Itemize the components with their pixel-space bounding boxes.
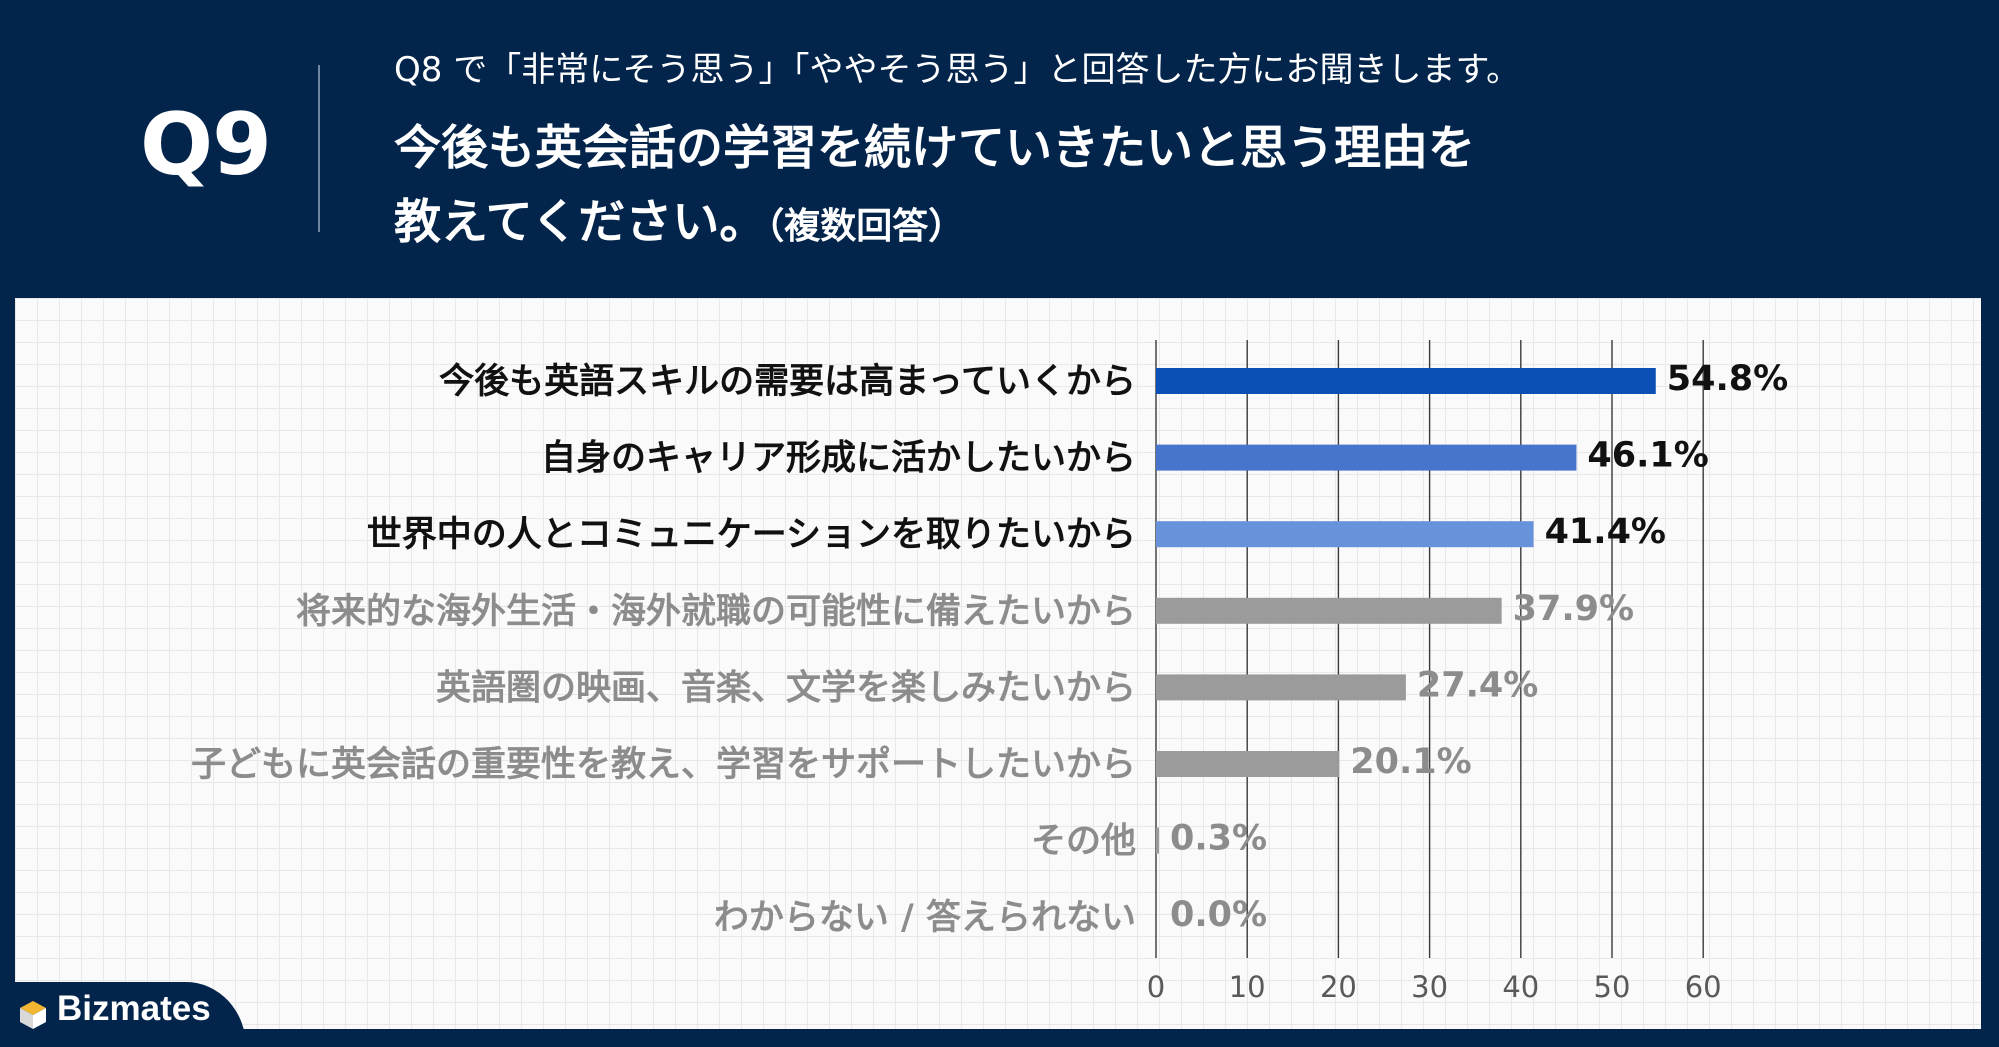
category-label: 世界中の人とコミュニケーションを取りたいから bbox=[367, 515, 1136, 555]
value-label: 37.9% bbox=[1513, 589, 1634, 629]
brand-logo: Bizmates bbox=[0, 982, 246, 1047]
question-title-main: 教えてください。 bbox=[394, 195, 767, 250]
category-label: 今後も英語スキルの需要は高まっていくから bbox=[439, 362, 1136, 402]
x-tick-label: 50 bbox=[1594, 970, 1631, 1004]
category-label: わからない / 答えられない bbox=[714, 898, 1136, 938]
header-divider bbox=[318, 65, 320, 232]
x-tick-label: 20 bbox=[1320, 970, 1357, 1004]
x-tick-label: 40 bbox=[1502, 970, 1539, 1004]
bar bbox=[1156, 368, 1656, 394]
bar bbox=[1156, 674, 1406, 701]
chart-panel: 0 10 20 30 40 50 60 今後も英語スキルの需要は高まっていくから 54.8% 自身… bbox=[15, 298, 1981, 1029]
question-title-line-1: 今後も英会話の学習を続けていきたいと思う理由を bbox=[394, 121, 1475, 176]
category-label: 自身のキャリア形成に活かしたいから bbox=[541, 439, 1136, 479]
question-number: Q9 bbox=[140, 95, 272, 195]
brand-name: Bizmates bbox=[57, 989, 211, 1028]
bar bbox=[1156, 597, 1502, 624]
question-title-note: （複数回答） bbox=[766, 206, 965, 247]
header: Q9 Q8 で「非常にそう思う」「ややそう思う」と回答した方にお聞きします。 今… bbox=[0, 0, 1999, 298]
bar-chart: 0 10 20 30 40 50 60 今後も英語スキルの需要は高まっていくから 54.8% 自身… bbox=[191, 340, 1788, 1004]
x-tick-label: 10 bbox=[1229, 970, 1266, 1004]
value-label: 54.8% bbox=[1667, 359, 1788, 399]
x-tick-label: 0 bbox=[1147, 970, 1165, 1004]
value-label: 20.1% bbox=[1350, 742, 1471, 782]
category-label: 将来的な海外生活・海外就職の可能性に備えたいから bbox=[296, 592, 1136, 632]
x-tick-label: 60 bbox=[1685, 970, 1722, 1004]
value-label: 0.3% bbox=[1170, 819, 1267, 859]
category-label: その他 bbox=[1031, 822, 1136, 862]
value-label: 41.4% bbox=[1545, 512, 1666, 552]
question-title-line-2: 教えてください。（複数回答） bbox=[394, 186, 1794, 264]
x-tick-label: 30 bbox=[1411, 970, 1448, 1004]
bar bbox=[1156, 827, 1159, 854]
value-label: 27.4% bbox=[1417, 665, 1538, 705]
value-label: 0.0% bbox=[1170, 895, 1267, 935]
bar bbox=[1156, 521, 1534, 548]
bar bbox=[1156, 444, 1577, 471]
category-label: 英語圏の映画、音楽、文学を楽しみたいから bbox=[436, 667, 1136, 708]
question-title: 今後も英会話の学習を続けていきたいと思う理由を 教えてください。（複数回答） bbox=[394, 112, 1794, 264]
bar bbox=[1156, 751, 1340, 777]
category-label: 子どもに英会話の重要性を教え、学習をサポートしたいから bbox=[191, 744, 1136, 785]
question-subtitle: Q8 で「非常にそう思う」「ややそう思う」と回答した方にお聞きします。 bbox=[394, 50, 1521, 90]
value-label: 46.1% bbox=[1587, 436, 1708, 476]
bizmates-cube-icon bbox=[20, 1001, 46, 1029]
